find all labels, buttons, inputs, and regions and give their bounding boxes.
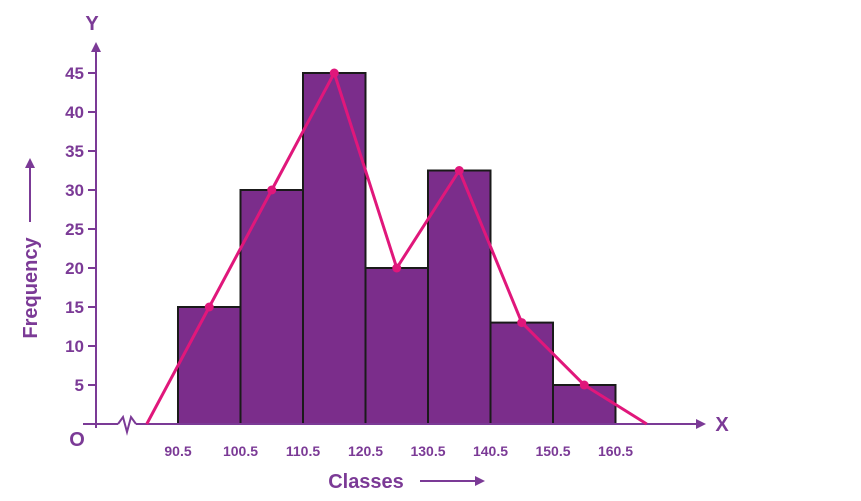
y-tick-label: 5 [75, 376, 84, 395]
polygon-point [454, 166, 464, 175]
y-tick-label: 15 [65, 298, 84, 317]
y-tick-label: 40 [65, 103, 84, 122]
axes [25, 42, 706, 486]
polygon-point [329, 68, 339, 78]
y-tick-label: 10 [65, 337, 84, 356]
histogram-bar [489, 321, 554, 426]
bars [177, 72, 617, 426]
x-tick-label: 90.5 [164, 443, 191, 459]
x-tick-label: 150.5 [535, 443, 570, 459]
y-tick-label: 45 [65, 64, 84, 83]
x-tick-label: 160.5 [598, 443, 633, 459]
histogram-bar [177, 306, 242, 425]
histogram-bar [364, 267, 429, 425]
frequency-polygon [145, 68, 648, 426]
x-tick-label: 100.5 [223, 443, 258, 459]
y-tick-label: 20 [65, 259, 84, 278]
polygon-point [517, 318, 527, 328]
x-axis-letter: X [715, 414, 729, 436]
polygon-point [579, 380, 589, 390]
x-tick-label: 130.5 [410, 443, 445, 459]
histogram-bar [302, 72, 367, 425]
y-tick-label: 30 [65, 181, 84, 200]
x-tick-label: 110.5 [286, 443, 320, 459]
axis-break-mark [117, 414, 137, 436]
x-axis-title: Classes [328, 471, 404, 493]
histogram-bar [427, 169, 492, 425]
polygon-point [204, 302, 214, 312]
x-tick-label: 140.5 [473, 443, 508, 459]
x-ticks: 90.5 100.5 110.5 120.5 130.5 140.5 150.5 160.5 [164, 443, 633, 459]
histogram-bar [552, 384, 617, 425]
polygon-point [392, 263, 402, 273]
histogram-bar [239, 189, 304, 425]
y-ticks: 5 10 15 20 25 30 35 40 45 [65, 64, 96, 395]
origin-label: O [69, 429, 85, 451]
y-tick-label: 25 [65, 220, 84, 239]
y-tick-label: 35 [65, 142, 84, 161]
y-axis-letter: Y [85, 13, 99, 35]
y-axis-title: Frequency [20, 237, 42, 339]
polygon-point [267, 185, 277, 195]
x-tick-label: 120.5 [348, 443, 383, 459]
